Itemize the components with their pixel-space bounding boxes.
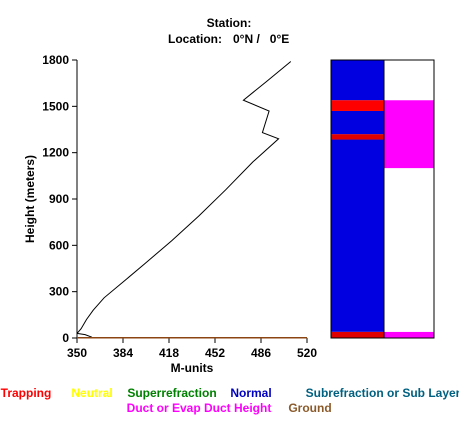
y-tick-label: 0 (62, 331, 69, 345)
x-tick-label: 452 (205, 346, 225, 360)
x-ticks: 350 384 418 452 486 520 (67, 338, 317, 360)
layer-segment (331, 139, 384, 332)
x-axis-label: M-units (171, 361, 214, 375)
station-label: Station: (207, 16, 252, 30)
legend-item: Subrefraction or Sub Layer (306, 386, 459, 400)
layer-segment (384, 100, 434, 169)
y-tick-label: 900 (49, 192, 69, 206)
legend-item: Normal (230, 386, 271, 400)
y-tick-label: 1500 (42, 99, 69, 113)
profile-line-1 (76, 61, 292, 334)
location-value: 0°N / 0°E (233, 32, 289, 46)
legend-item: Duct or Evap Duct Height (127, 401, 272, 415)
legend-item: Ground (288, 401, 331, 415)
y-ticks: 0 300 600 900 1200 1500 1800 (42, 53, 77, 345)
legend-item: Superrefraction (127, 386, 216, 400)
x-tick-label: 486 (251, 346, 271, 360)
y-tick-label: 600 (49, 238, 69, 252)
layer-segment (384, 331, 434, 338)
x-tick-label: 418 (159, 346, 179, 360)
layer-segment (384, 60, 434, 101)
layer-segment (331, 60, 384, 101)
layer-column-2 (383, 59, 435, 339)
y-axis-label: Height (meters) (23, 155, 37, 243)
layer-columns (330, 59, 435, 339)
y-tick-label: 1200 (42, 146, 69, 160)
layer-segment (331, 331, 384, 338)
legend: Trapping Neutral Superrefraction Normal Subr… (1, 386, 459, 415)
y-tick-label: 1800 (42, 53, 69, 67)
layer-segment (331, 110, 384, 135)
legend-item: Neutral (71, 386, 112, 400)
x-tick-label: 350 (67, 346, 87, 360)
legend-item: Trapping (1, 386, 52, 400)
layer-segment (331, 100, 384, 111)
layer-segment (384, 168, 434, 332)
x-tick-label: 520 (297, 346, 317, 360)
x-tick-label: 384 (113, 346, 133, 360)
y-tick-label: 300 (49, 285, 69, 299)
profile-lines (76, 61, 307, 339)
location-label: Location: (168, 32, 222, 46)
layer-segment (331, 134, 384, 140)
profile-line-2 (76, 332, 93, 338)
